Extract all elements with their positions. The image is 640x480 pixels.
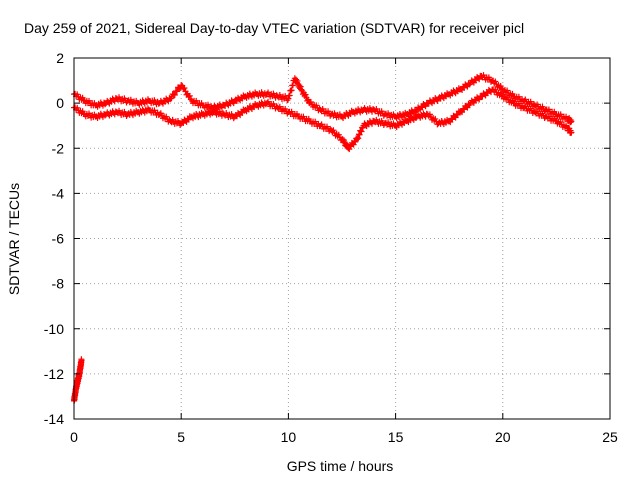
data-point: [78, 357, 85, 364]
data-point: [297, 83, 304, 90]
x-tick-label: 5: [177, 429, 185, 445]
y-tick-label: -4: [52, 185, 65, 201]
y-tick-label: 0: [56, 95, 64, 111]
series-early-segment: [71, 356, 85, 404]
data-point: [298, 86, 305, 93]
data-point: [171, 92, 178, 99]
data-point: [294, 78, 301, 85]
data-marks: [71, 72, 575, 404]
data-point: [339, 136, 346, 143]
y-tick-label: -2: [52, 140, 65, 156]
data-point: [181, 85, 188, 92]
x-tick-label: 15: [388, 429, 404, 445]
y-tick-label: 2: [56, 50, 64, 66]
data-point: [342, 140, 349, 147]
chart-title: Day 259 of 2021, Sidereal Day-to-day VTE…: [24, 20, 524, 36]
x-tick-label: 20: [495, 429, 511, 445]
data-point: [289, 82, 296, 89]
data-point: [568, 129, 575, 136]
data-point: [498, 85, 505, 92]
y-axis-label: SDTVAR / TECUs: [6, 183, 22, 295]
data-point: [285, 95, 292, 102]
y-tick-label: -14: [44, 411, 64, 427]
data-point: [296, 82, 303, 89]
data-point: [286, 92, 293, 99]
data-point: [356, 131, 363, 138]
data-point: [358, 128, 365, 135]
data-point: [178, 82, 185, 89]
data-point: [330, 127, 337, 134]
data-point: [354, 136, 361, 143]
y-tick-label: -6: [52, 231, 65, 247]
data-point: [335, 131, 342, 138]
data-point: [293, 76, 300, 83]
data-point: [476, 76, 483, 83]
data-point: [476, 96, 483, 103]
y-tick-label: -8: [52, 276, 65, 292]
series-track-lower: [71, 86, 575, 153]
series-track-upper: [71, 72, 575, 126]
data-point: [168, 95, 175, 102]
data-point: [492, 78, 499, 85]
data-point: [422, 103, 429, 110]
data-point: [432, 115, 439, 122]
axis-ticks: 0 5 10 15 20 25 -14 -12 -10 -8 -6 -4 -2 0 2: [44, 50, 618, 445]
x-tick-label: 10: [281, 429, 297, 445]
data-point: [288, 87, 295, 94]
data-point: [497, 82, 504, 89]
data-point: [355, 135, 362, 142]
data-point: [344, 141, 351, 148]
data-point: [426, 111, 433, 118]
x-axis-label: GPS time / hours: [287, 458, 394, 474]
y-tick-label: -10: [44, 321, 64, 337]
x-tick-label: 25: [602, 429, 618, 445]
data-point: [412, 108, 419, 115]
y-tick-label: -12: [44, 366, 64, 382]
data-point: [498, 92, 505, 99]
data-point: [102, 101, 109, 108]
data-point: [186, 92, 193, 99]
data-point: [302, 91, 309, 98]
data-point: [568, 118, 575, 125]
x-tick-label: 0: [70, 429, 78, 445]
data-point: [327, 125, 334, 132]
data-point: [173, 88, 180, 95]
data-point: [340, 137, 347, 144]
